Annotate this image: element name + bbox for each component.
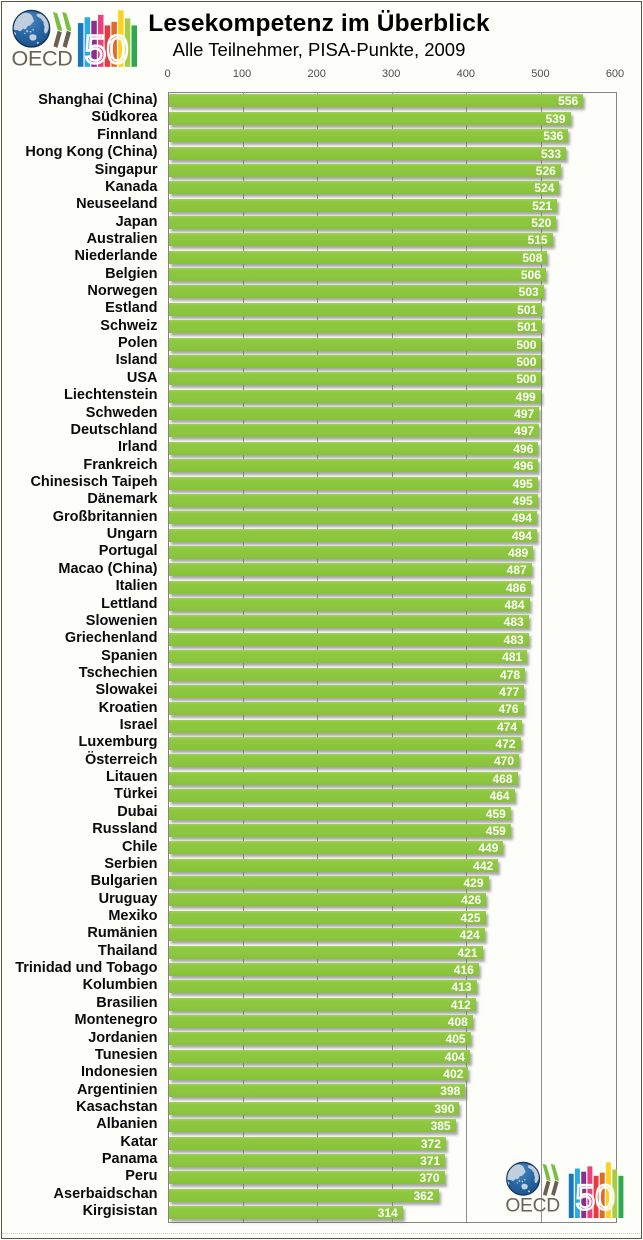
svg-text:OECD: OECD xyxy=(505,1196,560,1217)
svg-text:50: 50 xyxy=(575,1178,614,1218)
svg-text:50: 50 xyxy=(85,28,129,72)
svg-text:OECD: OECD xyxy=(12,47,73,71)
